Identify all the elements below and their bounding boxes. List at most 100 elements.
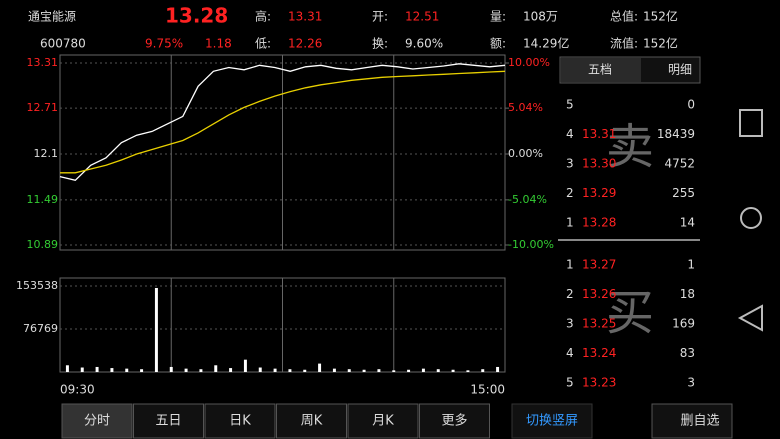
- volume-bar: [214, 365, 218, 372]
- toggle-label[interactable]: 切换竖屏: [526, 414, 578, 429]
- field-label: 换:: [372, 37, 388, 51]
- field-label: 低:: [255, 37, 271, 51]
- field-label: 流值:: [610, 36, 638, 51]
- field-label: 额:: [490, 37, 506, 51]
- volume-bar: [95, 366, 99, 372]
- tab-button[interactable]: [133, 403, 204, 439]
- volume-bar: [421, 368, 425, 372]
- level: 1: [566, 216, 574, 230]
- tab-label[interactable]: 月K: [372, 414, 394, 429]
- volume-bar: [125, 368, 129, 372]
- price: 13.28: [165, 4, 228, 28]
- tab-label[interactable]: 日K: [229, 414, 251, 429]
- level: 5: [566, 376, 574, 390]
- level: 2: [566, 186, 574, 200]
- tab-button[interactable]: [276, 403, 347, 439]
- stock-code: 600780: [40, 37, 86, 51]
- volume-bar: [288, 369, 292, 372]
- change-pct: 9.75%: [145, 37, 183, 51]
- field-value: 9.60%: [405, 37, 443, 51]
- tab-button[interactable]: [347, 403, 419, 439]
- order-price: 13.25: [582, 317, 616, 331]
- tab-button[interactable]: [61, 403, 133, 439]
- back-icon[interactable]: [737, 304, 763, 332]
- volume-bar: [229, 368, 233, 372]
- y2-tick-label: -10.00%: [508, 238, 554, 251]
- order-volume: 1: [687, 258, 695, 272]
- volume-bar: [347, 369, 351, 372]
- level: 4: [566, 346, 574, 360]
- order-volume: 14: [680, 216, 695, 230]
- volume-bar: [377, 369, 381, 372]
- level: 2: [566, 287, 574, 301]
- series-line: [59, 63, 506, 182]
- time-label: 09:30: [60, 383, 95, 397]
- sell-label: 卖: [606, 119, 654, 175]
- time-label: 15:00: [470, 383, 505, 397]
- order-price: 13.28: [582, 216, 616, 230]
- level: 4: [566, 127, 574, 141]
- y-tick-label: 76769: [23, 322, 58, 335]
- volume-bar: [154, 287, 158, 372]
- field-value: 108万: [523, 10, 558, 24]
- y-tick-label: 10.89: [27, 238, 59, 251]
- series-line: [60, 70, 506, 174]
- volume-bar: [436, 369, 440, 372]
- order-price: 13.27: [582, 258, 616, 272]
- volume-bar: [258, 367, 262, 372]
- level: 5: [566, 98, 574, 112]
- y-tick-label: 12.1: [34, 147, 59, 160]
- volume-bar: [318, 363, 322, 372]
- tab-label[interactable]: 五日: [155, 414, 181, 429]
- volume-bar: [362, 369, 366, 372]
- y-tick-label: 12.71: [27, 101, 59, 114]
- volume-bar: [481, 369, 485, 372]
- tab-button[interactable]: [204, 403, 276, 439]
- y-tick-label: 11.49: [27, 193, 59, 206]
- field-value: 12.26: [288, 37, 322, 51]
- volume-bar: [496, 366, 500, 372]
- y-tick-label: 153538: [16, 279, 58, 292]
- field-value: 152亿: [643, 9, 678, 24]
- y2-tick-label: -5.04%: [508, 193, 547, 206]
- order-price: 13.26: [582, 287, 616, 301]
- volume-bar: [80, 367, 84, 372]
- tab-button[interactable]: [419, 403, 490, 439]
- order-volume: 0: [687, 98, 695, 112]
- y2-tick-label: 0.00%: [508, 147, 543, 160]
- delete-label[interactable]: 删自选: [680, 414, 719, 429]
- book-tab-active[interactable]: [561, 58, 641, 82]
- field-value: 13.31: [288, 10, 322, 24]
- level: 3: [566, 157, 574, 171]
- volume-bar: [169, 366, 173, 372]
- field-value: 12.51: [405, 10, 439, 24]
- order-volume: 83: [680, 346, 695, 360]
- volume-bar: [199, 369, 203, 372]
- tab-label[interactable]: 更多: [441, 413, 467, 429]
- book-tab[interactable]: 明细: [668, 63, 692, 77]
- level: 1: [566, 258, 574, 272]
- volume-bar: [466, 370, 470, 372]
- field-label: 总值:: [610, 9, 638, 24]
- delete-button[interactable]: [651, 403, 733, 439]
- volume-bar: [65, 365, 69, 372]
- level: 3: [566, 317, 574, 331]
- tab-label[interactable]: 周K: [301, 414, 323, 429]
- volume-bar: [451, 369, 455, 372]
- book-tab[interactable]: 五档: [588, 63, 612, 77]
- order-volume: 18439: [657, 127, 695, 141]
- y2-tick-label: 5.04%: [508, 101, 543, 114]
- square-icon[interactable]: [739, 109, 763, 137]
- order-price: 13.31: [582, 127, 616, 141]
- circle-icon[interactable]: [740, 207, 762, 229]
- toggle-button[interactable]: [511, 403, 593, 439]
- volume-bar: [273, 368, 277, 372]
- order-volume: 255: [672, 186, 695, 200]
- volume-bar: [407, 369, 411, 372]
- volume-bar: [303, 369, 307, 372]
- tab-label[interactable]: 分时: [84, 414, 110, 429]
- order-price: 13.30: [582, 157, 616, 171]
- stock-name: 通宝能源: [28, 10, 76, 24]
